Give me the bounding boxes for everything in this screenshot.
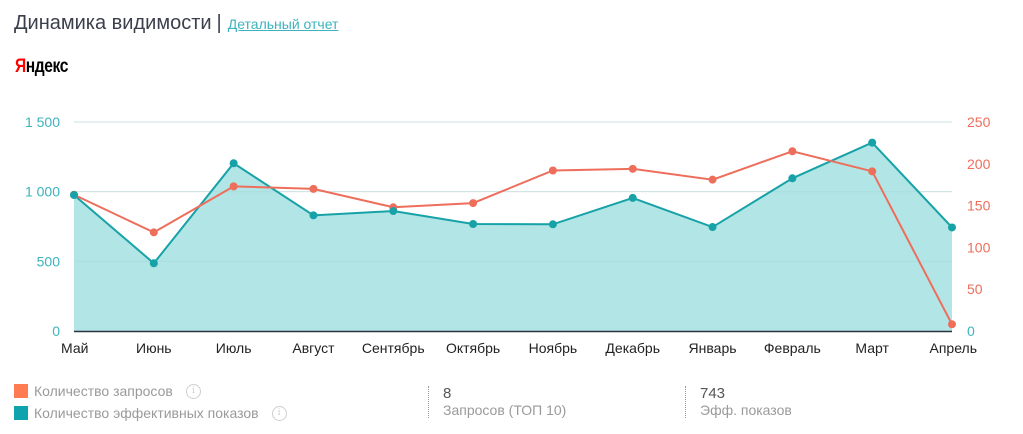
left-axis-tick-label: 1 500 (25, 114, 60, 130)
detailed-report-link[interactable]: Детальный отчет (227, 16, 339, 32)
stat-label: Эфф. показов (700, 402, 792, 418)
legend-swatch-queries (14, 384, 28, 398)
right-axis-tick-label: 200 (967, 156, 991, 172)
queries-point (948, 320, 956, 329)
queries-point (628, 164, 637, 173)
queries-point (548, 166, 557, 175)
x-axis-tick-label: Май (61, 340, 88, 356)
x-axis-tick-label: Апрель (930, 340, 978, 356)
queries-point (469, 199, 478, 208)
legend-swatch-impressions (14, 406, 28, 420)
engine-logo-rest: ндекс (25, 56, 69, 77)
x-axis-tick-label: Июль (216, 340, 252, 356)
queries-point (229, 182, 238, 191)
impressions-point (229, 159, 238, 168)
queries-point (868, 167, 877, 176)
right-axis-tick-label: 50 (967, 281, 983, 297)
left-axis-tick-label: 0 (52, 323, 60, 339)
right-axis-tick-label: 0 (967, 323, 975, 339)
queries-point (708, 175, 717, 184)
impressions-area (74, 142, 952, 331)
stat-value: 743 (700, 385, 726, 402)
left-axis-tick-label: 1 000 (25, 184, 60, 200)
stat-value: 8 (443, 385, 452, 402)
visibility-chart: 0 500 1 000 1 500 0 50 100 150 200 250 Май Июнь Июль… (25, 114, 991, 356)
queries-point (788, 147, 797, 156)
queries-line (73, 150, 953, 325)
right-axis-tick-label: 150 (967, 198, 991, 214)
title-separator: | (216, 12, 222, 34)
info-icon[interactable]: i (271, 405, 287, 421)
legend-item-impressions[interactable]: Количество эффективных показов i (14, 402, 287, 424)
chart-legend: Количество запросов i Количество эффекти… (14, 380, 287, 424)
queries-point (149, 228, 158, 237)
widget-title: Динамика видимости (14, 12, 212, 34)
x-axis-tick-label: Июнь (136, 340, 172, 356)
legend-item-queries[interactable]: Количество запросов i (14, 380, 287, 402)
x-axis-tick-label: Март (855, 340, 889, 356)
x-axis-tick-label: Сентябрь (362, 340, 425, 356)
widget-header: Динамика видимости | Детальный отчет (14, 12, 338, 35)
x-axis-tick-label: Январь (689, 340, 737, 356)
stat-top10-queries: 8 Запросов (ТОП 10) (428, 386, 566, 418)
legend-label-impressions: Количество эффективных показов (34, 405, 259, 421)
queries-point (309, 184, 318, 193)
impressions-point (628, 193, 637, 202)
impressions-point (788, 174, 797, 183)
engine-logo-first-letter: Я (15, 56, 26, 77)
impressions-point (469, 219, 478, 228)
x-axis-tick-label: Октябрь (446, 340, 500, 356)
impressions-point (708, 223, 717, 232)
stat-effective-impressions: 743 Эфф. показов (685, 386, 792, 418)
impressions-point (149, 259, 158, 268)
legend-label-queries: Количество запросов (34, 383, 173, 399)
search-engine-logo: Яндекс (15, 56, 68, 78)
left-axis-tick-label: 500 (37, 253, 61, 269)
impressions-line (73, 141, 953, 265)
x-axis-tick-label: Декабрь (605, 340, 660, 356)
impressions-point (309, 211, 318, 220)
right-axis-tick-label: 250 (967, 114, 991, 130)
info-icon[interactable]: i (185, 383, 201, 399)
impressions-point (70, 191, 78, 200)
x-axis-tick-label: Февраль (764, 340, 821, 356)
right-axis-tick-label: 100 (967, 239, 991, 255)
x-axis-tick-label: Август (292, 340, 335, 356)
impressions-point (389, 207, 398, 216)
x-axis-tick-label: Ноябрь (529, 340, 578, 356)
stat-label: Запросов (ТОП 10) (443, 402, 567, 418)
impressions-point (548, 220, 557, 229)
impressions-point (948, 223, 956, 232)
impressions-point (868, 138, 877, 147)
